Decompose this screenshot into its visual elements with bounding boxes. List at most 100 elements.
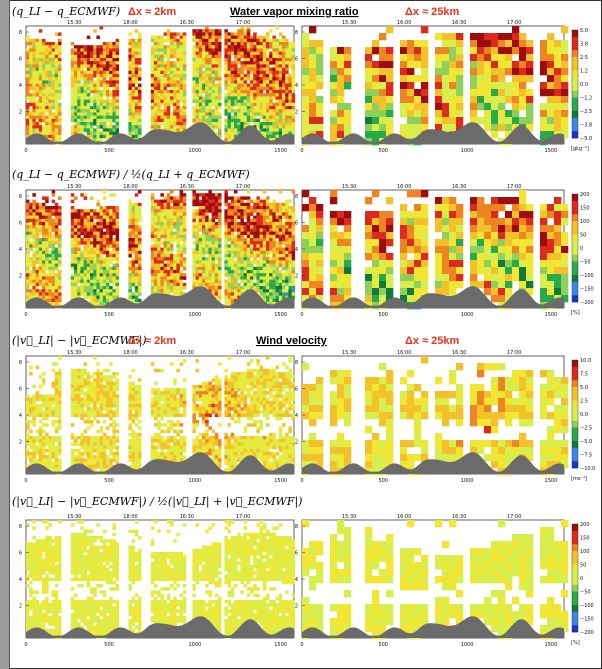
data-cell	[115, 93, 120, 97]
data-cell	[505, 68, 513, 76]
data-cell	[262, 244, 267, 248]
data-cell	[282, 250, 286, 255]
data-cell	[214, 112, 219, 116]
data-cell	[442, 89, 450, 97]
data-cell	[275, 244, 280, 248]
data-cell	[205, 273, 209, 277]
data-cell	[250, 231, 254, 236]
data-cell	[90, 254, 94, 258]
data-cell	[86, 106, 91, 110]
data-cell	[90, 257, 94, 261]
data-cell	[170, 125, 174, 129]
data-cell	[211, 218, 216, 223]
data-cell	[227, 302, 232, 306]
viewer-scrollbar[interactable]	[0, 0, 10, 669]
data-cell	[214, 86, 219, 91]
data-cell	[449, 197, 457, 205]
data-cell	[227, 292, 232, 296]
data-cell	[70, 209, 75, 213]
data-cell	[275, 122, 280, 126]
data-cell	[35, 212, 40, 216]
data-cell	[250, 209, 254, 213]
data-cell	[259, 96, 264, 100]
data-cell	[288, 244, 292, 248]
data-cell	[32, 209, 36, 213]
data-cell	[205, 48, 209, 52]
data-cell	[163, 48, 168, 52]
data-cell	[234, 196, 238, 200]
data-cell	[218, 118, 222, 123]
data-cell	[26, 74, 30, 78]
data-cell	[519, 218, 527, 226]
data-cell	[288, 122, 292, 126]
data-cell	[227, 86, 232, 91]
data-cell	[386, 47, 394, 55]
data-cell	[407, 225, 415, 233]
data-cell	[112, 102, 116, 107]
data-cell	[102, 128, 107, 132]
data-cell	[102, 118, 107, 123]
data-cell	[218, 54, 222, 59]
data-cell	[214, 254, 219, 258]
data-cell	[205, 231, 209, 236]
data-cell	[99, 80, 104, 84]
data-cell	[134, 234, 139, 239]
data-cell	[166, 270, 171, 274]
data-cell	[106, 70, 110, 75]
data-cell	[70, 228, 75, 232]
data-cell	[505, 117, 513, 125]
data-cell	[83, 260, 88, 264]
data-cell	[93, 106, 97, 110]
data-cell	[182, 45, 187, 49]
data-cell	[234, 51, 238, 56]
data-cell	[234, 61, 238, 65]
data-cell	[51, 254, 56, 258]
data-cell	[157, 58, 161, 62]
data-cell	[74, 74, 78, 78]
data-cell	[218, 83, 222, 88]
data-cell	[102, 74, 107, 78]
data-cell	[211, 228, 216, 232]
data-cell	[253, 67, 257, 72]
data-cell	[26, 61, 30, 65]
data-cell	[160, 51, 164, 56]
data-cell	[102, 90, 107, 94]
data-cell	[176, 99, 180, 104]
data-cell	[256, 289, 260, 293]
data-cell	[99, 109, 104, 113]
data-cell	[288, 215, 292, 220]
data-cell	[291, 228, 296, 232]
data-cell	[505, 124, 513, 132]
data-cell	[154, 254, 158, 258]
data-cell	[128, 131, 132, 136]
data-cell	[115, 99, 120, 104]
data-cell	[379, 124, 387, 132]
data-cell	[86, 45, 91, 49]
data-cell	[208, 196, 212, 200]
data-cell	[272, 250, 276, 255]
data-cell	[102, 282, 107, 287]
data-cell	[237, 106, 241, 110]
data-cell	[554, 110, 562, 118]
data-cell	[157, 222, 161, 226]
data-cell	[179, 247, 184, 252]
data-cell	[224, 38, 228, 43]
data-cell	[112, 77, 116, 81]
data-cell	[278, 77, 283, 81]
data-cell	[218, 206, 222, 210]
data-cell	[54, 298, 59, 303]
data-cell	[131, 270, 136, 274]
data-cell	[205, 61, 209, 65]
data-cell	[246, 83, 251, 88]
data-cell	[179, 90, 184, 94]
data-cell	[205, 196, 209, 200]
data-cell	[93, 254, 97, 258]
data-cell	[86, 234, 91, 239]
data-cell	[205, 109, 209, 113]
data-cell	[35, 115, 40, 120]
data-cell	[179, 250, 184, 255]
data-cell	[93, 228, 97, 232]
data-cell	[246, 241, 251, 245]
data-cell	[42, 225, 46, 229]
data-cell	[400, 225, 408, 233]
